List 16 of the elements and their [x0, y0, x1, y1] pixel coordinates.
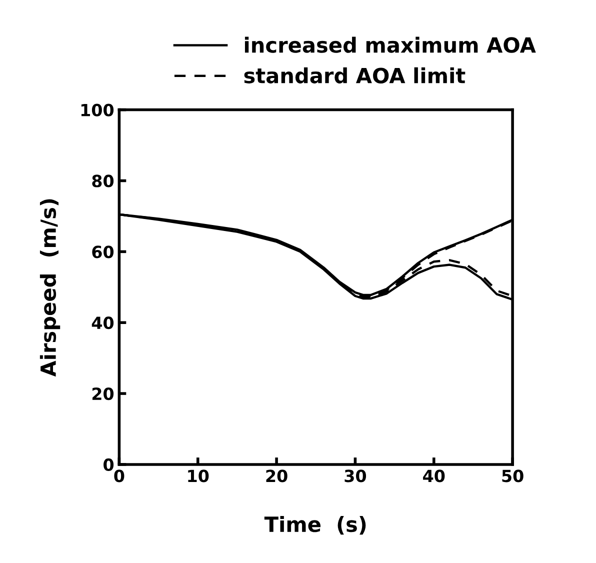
x-axis-title: Time (s)	[264, 516, 366, 535]
y-tick-label: 60	[92, 246, 114, 258]
legend-label: standard AOA limit	[244, 67, 466, 84]
y-axis-title: Airspeed (m/s)	[40, 199, 60, 377]
y-tick-label: 0	[104, 458, 114, 472]
x-tick-label: 0	[114, 470, 124, 482]
y-tick-label: 20	[92, 388, 114, 400]
y-tick-label: 80	[92, 174, 114, 188]
x-tick-label: 20	[266, 470, 288, 482]
y-tick-label: 100	[81, 104, 114, 116]
y-tick-label: 40	[92, 316, 114, 330]
legend-label: increased maximum AOA	[244, 36, 536, 53]
x-tick-label: 10	[188, 470, 209, 482]
x-tick-label: 30	[344, 470, 366, 482]
x-tick-label: 50	[502, 470, 524, 482]
x-tick-label: 40	[423, 470, 445, 482]
